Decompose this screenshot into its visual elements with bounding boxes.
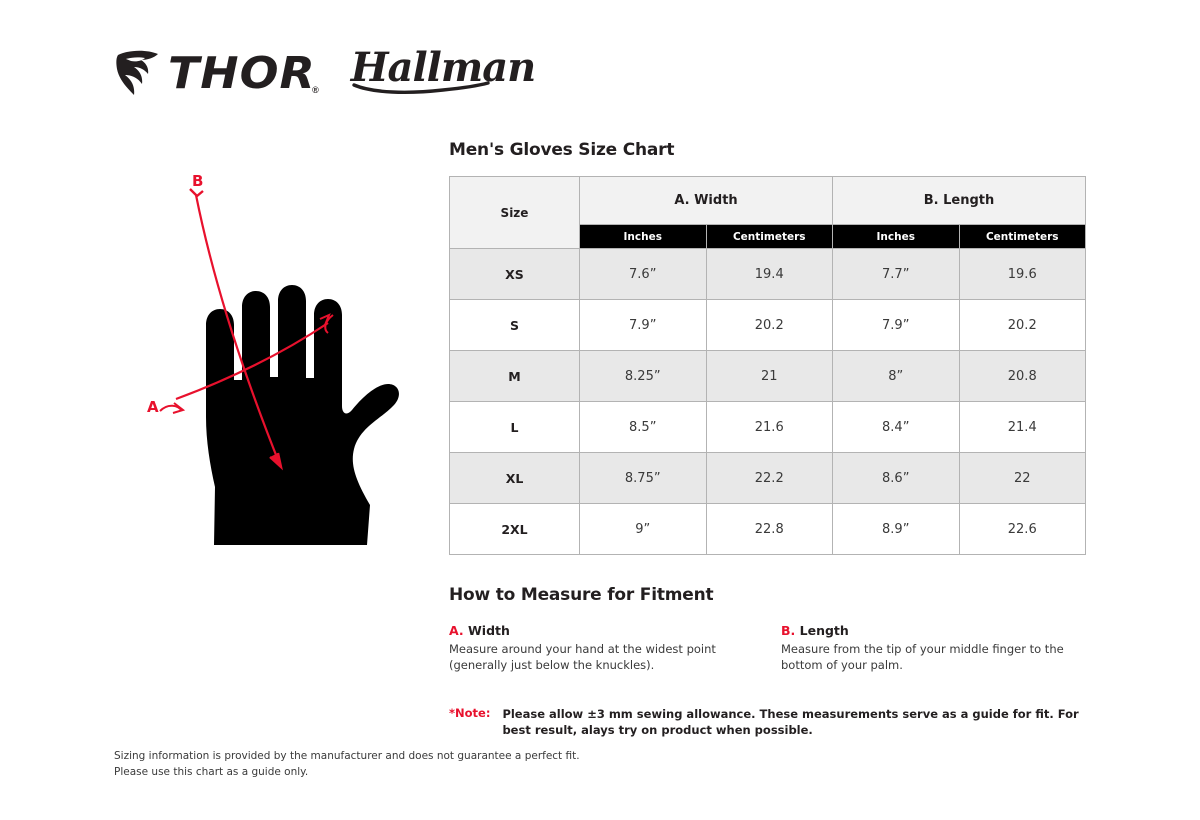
cell-length-centimeters: 22 — [958, 452, 1086, 504]
thor-helmet-icon — [116, 50, 158, 95]
cell-length-centimeters: 19.6 — [958, 248, 1086, 300]
column-header-length-centimeters: Centimeters — [958, 224, 1086, 249]
footer-line-2: Please use this chart as a guide only. — [114, 766, 309, 779]
measure-item-length-title: B. Length — [781, 623, 1073, 638]
cell-length-inches: 7.7” — [832, 248, 960, 300]
measure-item-length-key: B. — [781, 623, 796, 638]
column-header-width-inches: Inches — [579, 224, 707, 249]
column-header-group-length: B. Length — [832, 176, 1086, 225]
table-row: L 8.5” 21.6 8.4” 21.4 — [449, 401, 1086, 453]
measure-arrows — [159, 188, 334, 471]
cell-size: M — [449, 350, 580, 402]
cell-length-inches: 8.9” — [832, 503, 960, 555]
footer-disclaimer: Sizing information is provided by the ma… — [114, 748, 580, 781]
note-row: *Note: Please allow ±3 mm sewing allowan… — [449, 706, 1087, 739]
cell-size: S — [449, 299, 580, 351]
table-body: XS 7.6” 19.4 7.7” 19.6 S 7.9” 20.2 7.9” 20.2 M 8.25… — [449, 248, 1086, 555]
cell-width-inches: 8.75” — [579, 452, 707, 504]
content-panel: Men's Gloves Size Chart Size A. Width B.… — [449, 140, 1087, 739]
cell-length-inches: 8.6” — [832, 452, 960, 504]
cell-length-centimeters: 20.8 — [958, 350, 1086, 402]
measure-item-length-name: Length — [795, 623, 849, 638]
arrow-b-head-bottom — [269, 452, 283, 471]
table-header-row-units: Inches Centimeters Inches Centimeters — [450, 224, 1086, 249]
cell-width-inches: 8.5” — [579, 401, 707, 453]
table-row: M 8.25” 21 8” 20.8 — [449, 350, 1086, 402]
arrow-b-path — [194, 194, 282, 466]
arrow-a-head-left-tip — [172, 402, 186, 414]
note-text: Please allow ±3 mm sewing allowance. The… — [502, 706, 1079, 738]
table-row: 2XL 9” 22.8 8.9” 22.6 — [449, 503, 1086, 555]
thor-logo: THOR ® — [114, 49, 319, 99]
cell-size: XL — [449, 452, 580, 504]
arrow-b-head-top — [189, 188, 204, 198]
hand-measurement-diagram: B A — [120, 165, 420, 545]
hallman-wordmark: Hallman — [350, 44, 536, 91]
cell-size: L — [449, 401, 580, 453]
footer-line-1: Sizing information is provided by the ma… — [114, 750, 580, 762]
arrow-a-head-right-tip — [319, 313, 331, 326]
cell-length-inches: 8.4” — [832, 401, 960, 453]
cell-width-inches: 7.6” — [579, 248, 707, 300]
cell-length-centimeters: 21.4 — [958, 401, 1086, 453]
cell-width-centimeters: 20.2 — [705, 299, 833, 351]
table-header: Size A. Width B. Length Inches Centimete… — [449, 176, 1086, 249]
hallman-logo: Hallman — [351, 48, 536, 99]
how-to-measure-columns: A. Width Measure around your hand at the… — [449, 623, 1087, 674]
brand-header: THOR ® Hallman — [114, 48, 536, 99]
cell-width-centimeters: 19.4 — [705, 248, 833, 300]
cell-size: XS — [449, 248, 580, 300]
cell-width-centimeters: 21 — [705, 350, 833, 402]
measure-label-b: B — [192, 172, 204, 190]
page-title: Men's Gloves Size Chart — [449, 140, 675, 160]
how-to-measure-section: How to Measure for Fitment A. Width Meas… — [449, 585, 1087, 674]
measure-item-length-description: Measure from the tip of your middle fing… — [781, 642, 1064, 673]
measure-item-length: B. Length Measure from the tip of your m… — [781, 623, 1073, 674]
measure-label-a: A — [147, 398, 159, 416]
size-chart-table: Size A. Width B. Length Inches Centimete… — [449, 176, 1086, 555]
hallman-swash-icon — [352, 81, 490, 94]
how-to-measure-heading: How to Measure for Fitment — [449, 585, 714, 605]
cell-width-centimeters: 22.8 — [705, 503, 833, 555]
measure-item-width: A. Width Measure around your hand at the… — [449, 623, 741, 674]
measure-item-width-name: Width — [463, 623, 510, 638]
arrow-a-path — [175, 322, 329, 401]
cell-length-inches: 8” — [832, 350, 960, 402]
cell-length-centimeters: 22.6 — [958, 503, 1086, 555]
column-header-group-width: A. Width — [579, 176, 833, 225]
table-header-row-groups: Size A. Width B. Length — [449, 176, 1086, 249]
column-header-length-inches: Inches — [832, 224, 960, 249]
thor-registered-mark: ® — [312, 85, 319, 95]
cell-length-centimeters: 20.2 — [958, 299, 1086, 351]
cell-width-inches: 9” — [579, 503, 707, 555]
thor-wordmark: THOR — [168, 48, 316, 99]
cell-width-inches: 8.25” — [579, 350, 707, 402]
column-header-size: Size — [449, 176, 580, 249]
table-row: XS 7.6” 19.4 7.7” 19.6 — [449, 248, 1086, 300]
cell-size: 2XL — [449, 503, 580, 555]
table-row: S 7.9” 20.2 7.9” 20.2 — [449, 299, 1086, 351]
cell-length-inches: 7.9” — [832, 299, 960, 351]
table-row: XL 8.75” 22.2 8.6” 22 — [449, 452, 1086, 504]
cell-width-centimeters: 21.6 — [705, 401, 833, 453]
measure-item-width-key: A. — [449, 623, 464, 638]
measure-item-width-title: A. Width — [449, 623, 741, 638]
cell-width-inches: 7.9” — [579, 299, 707, 351]
measure-item-width-description: Measure around your hand at the widest p… — [449, 642, 716, 673]
hand-silhouette-icon — [159, 188, 399, 545]
cell-width-centimeters: 22.2 — [705, 452, 833, 504]
note-label: *Note: — [449, 705, 491, 720]
column-header-width-centimeters: Centimeters — [705, 224, 833, 249]
